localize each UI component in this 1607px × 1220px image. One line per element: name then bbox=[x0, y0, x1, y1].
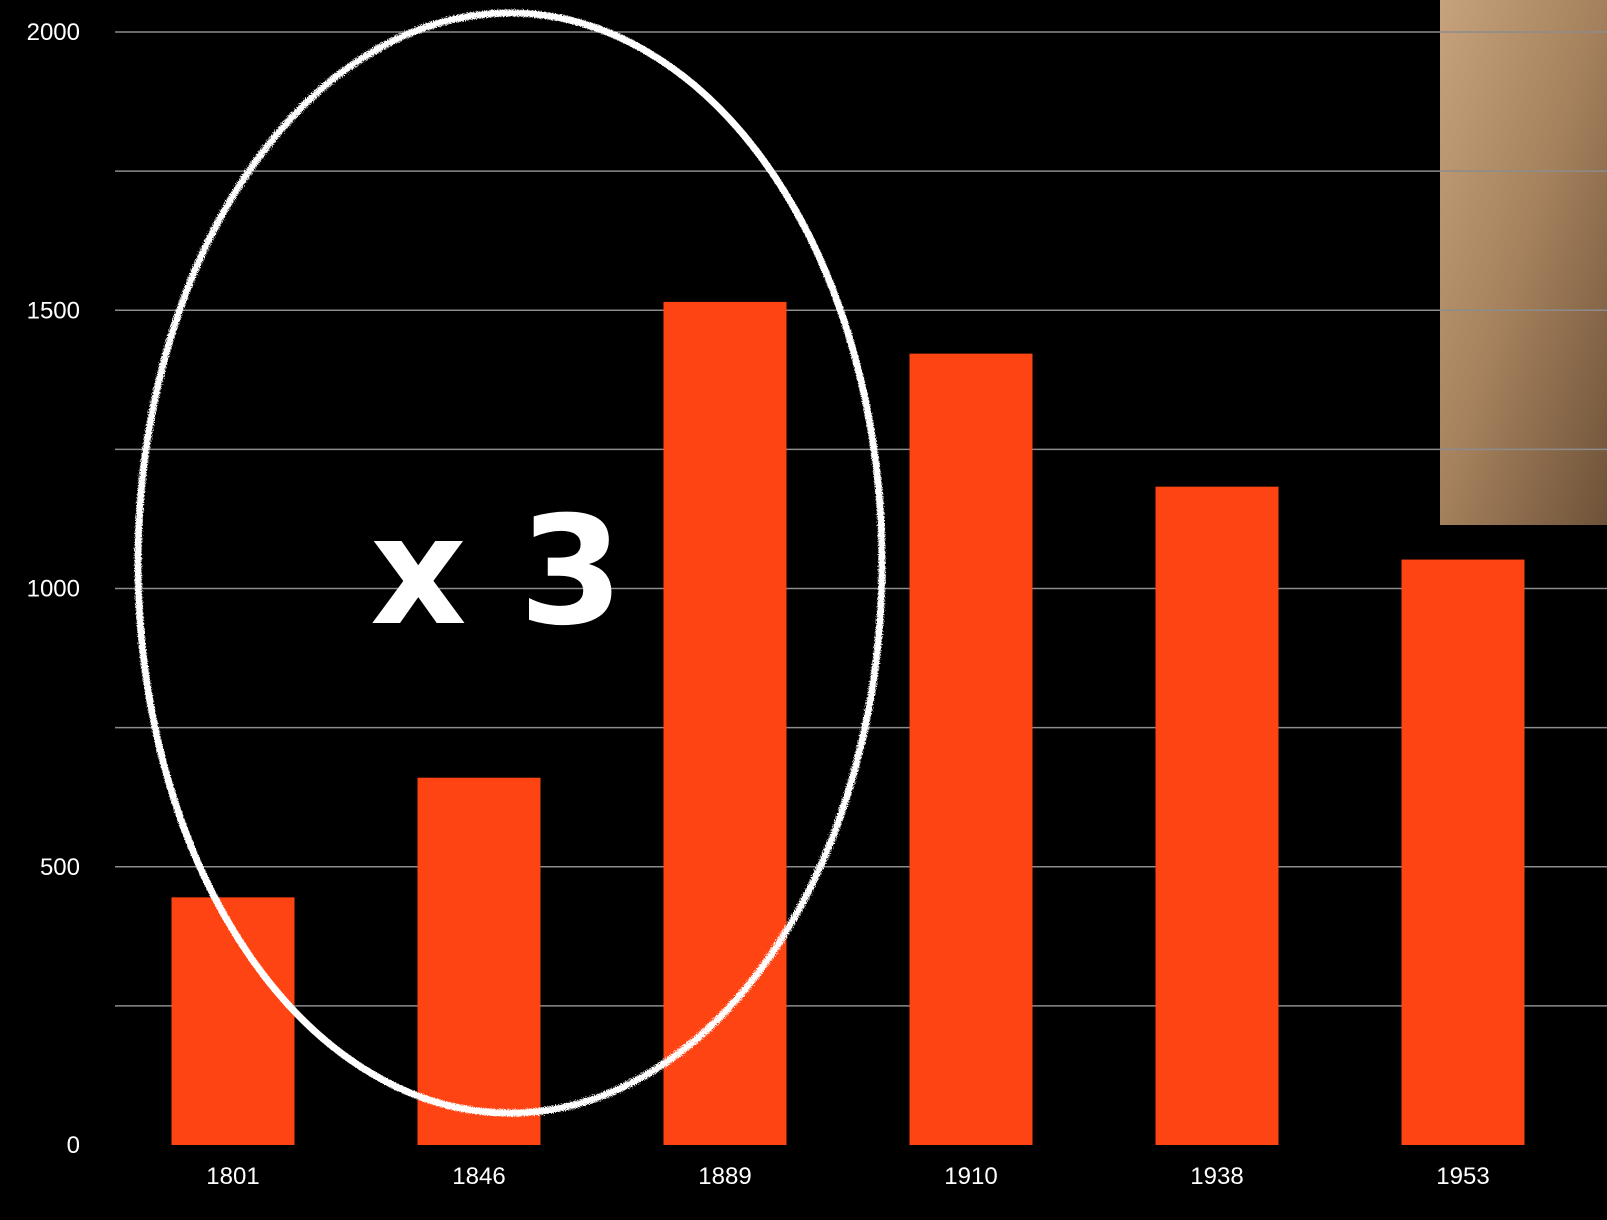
x-tick-label: 1801 bbox=[206, 1163, 259, 1190]
y-tick-label: 500 bbox=[40, 854, 80, 881]
y-tick-label: 1000 bbox=[27, 576, 80, 603]
y-tick-label: 1500 bbox=[27, 297, 80, 324]
x-tick-label: 1953 bbox=[1436, 1163, 1489, 1190]
bar-1910 bbox=[909, 353, 1033, 1146]
x-tick-label: 1846 bbox=[452, 1163, 505, 1190]
bar-1801 bbox=[171, 897, 295, 1145]
annotation-label: x 3 bbox=[370, 485, 623, 659]
highlight-ellipse bbox=[134, 9, 886, 1117]
y-tick-label: 0 bbox=[67, 1132, 80, 1159]
bar-1953 bbox=[1401, 559, 1525, 1145]
x-tick-label: 1889 bbox=[698, 1163, 751, 1190]
bar-1846 bbox=[417, 777, 541, 1145]
bar-1938 bbox=[1155, 486, 1279, 1145]
bar-1889 bbox=[663, 301, 787, 1146]
x-tick-label: 1910 bbox=[944, 1163, 997, 1190]
photo-image bbox=[1440, 0, 1607, 525]
y-tick-label: 2000 bbox=[27, 19, 80, 46]
x-tick-label: 1938 bbox=[1190, 1163, 1243, 1190]
